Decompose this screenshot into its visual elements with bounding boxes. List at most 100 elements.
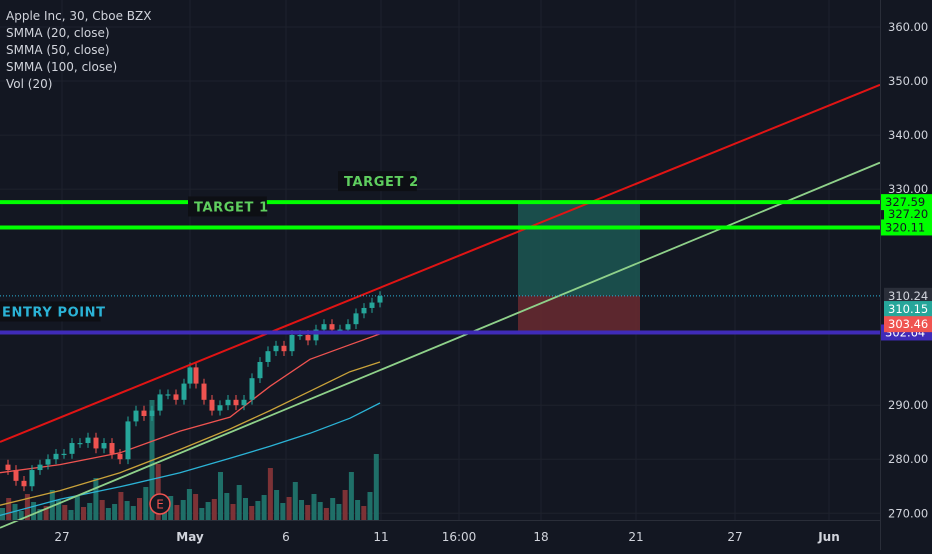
- candle-body: [337, 329, 343, 331]
- volume-bar: [37, 509, 43, 520]
- smma-line-0: [0, 333, 381, 474]
- x-tick-label: 6: [282, 530, 290, 544]
- volume-bar: [93, 478, 99, 520]
- candle-body: [281, 345, 287, 352]
- volume-bar: [361, 506, 367, 520]
- candle-body: [249, 378, 255, 400]
- volume-bar: [56, 500, 62, 520]
- target-1-axis-label: 320.11: [885, 220, 925, 234]
- y-tick-label: 280.00: [888, 452, 928, 466]
- volume-bar: [155, 464, 161, 520]
- volume-bar: [143, 487, 149, 520]
- volume-bar: [311, 494, 317, 520]
- candle-body: [345, 324, 351, 330]
- volume-bar: [118, 492, 124, 520]
- volume-bar: [267, 468, 273, 520]
- volume-bar: [305, 505, 311, 520]
- candle-body: [53, 453, 59, 460]
- target-1-axis-badge: [880, 219, 932, 236]
- candle-body: [77, 443, 83, 445]
- volume-bar: [180, 500, 186, 520]
- y-tick-label: 270.00: [888, 506, 928, 520]
- candle-body: [101, 443, 107, 449]
- earnings-marker-label: E: [156, 498, 164, 512]
- price-badge-label-327-20: 327.20: [888, 207, 928, 221]
- volume-bar: [317, 502, 323, 520]
- candle-body: [241, 399, 247, 406]
- candle-body: [157, 394, 163, 411]
- candle-body: [361, 307, 367, 314]
- target-2-axis-badge: [880, 194, 932, 211]
- candle-body: [181, 383, 187, 400]
- candle-body: [61, 453, 67, 456]
- candle-body: [133, 410, 139, 422]
- candle-body: [85, 437, 91, 444]
- volume-bar: [87, 503, 93, 520]
- candle-body: [289, 334, 295, 352]
- candle-body: [37, 464, 43, 471]
- volume-bar: [62, 505, 68, 520]
- candle-body: [353, 313, 359, 325]
- x-tick-label: Jun: [817, 530, 840, 544]
- price-badge-310-24: [884, 287, 932, 304]
- volume-bar: [81, 507, 86, 520]
- price-badge-303-46: [884, 316, 932, 333]
- candle-body: [69, 443, 75, 454]
- volume-bar: [31, 502, 37, 520]
- channel-lower-line: [0, 161, 881, 529]
- price-badge-label-310-15: 310.15: [888, 302, 928, 316]
- volume-bar: [274, 490, 280, 520]
- candle-body: [377, 296, 383, 303]
- smma-line-1: [0, 361, 381, 506]
- volume-bar: [230, 504, 236, 520]
- x-tick-label: May: [176, 530, 204, 544]
- legend-smma-50: SMMA (50, close): [6, 43, 110, 57]
- candle-body: [29, 470, 35, 487]
- volume-bar: [68, 510, 74, 520]
- x-tick-label: 27: [727, 530, 742, 544]
- profit-zone: [518, 202, 640, 296]
- volume-bar: [292, 482, 298, 520]
- candle-body: [141, 410, 147, 417]
- legend-volume: Vol (20): [6, 77, 53, 91]
- candle-body: [21, 480, 27, 487]
- candle-body: [305, 334, 311, 341]
- volume-bar: [105, 508, 111, 520]
- legend-symbol: Apple Inc, 30, Cboe BZX: [6, 9, 152, 23]
- volume-bar: [199, 508, 205, 520]
- volume-bar: [367, 492, 373, 520]
- candle-body: [217, 405, 223, 411]
- candle-body: [209, 399, 215, 411]
- volume-bar: [18, 511, 24, 520]
- entry-point-label-bg: [0, 301, 101, 322]
- candle-body: [329, 324, 335, 330]
- volume-bar: [373, 454, 379, 520]
- volume-bar: [286, 497, 292, 520]
- volume-bar: [130, 506, 136, 520]
- price-badge-310-15: [884, 301, 932, 318]
- candle-body: [313, 329, 319, 341]
- volume-bar: [218, 472, 223, 520]
- candle-body: [193, 367, 199, 384]
- volume-bar: [323, 508, 329, 520]
- volume-bar: [205, 502, 211, 520]
- volume-bar: [24, 494, 30, 520]
- volume-bar: [255, 501, 261, 520]
- x-tick-label: 27: [54, 530, 69, 544]
- volume-bar: [348, 472, 354, 520]
- volume-bar: [193, 494, 199, 520]
- volume-bar: [261, 495, 267, 520]
- candle-body: [187, 367, 193, 384]
- x-tick-label: 18: [533, 530, 548, 544]
- volume-bar: [330, 498, 336, 520]
- price-badge-327-20: [884, 206, 932, 223]
- volume-bar: [74, 496, 80, 520]
- x-tick-label: 16:00: [442, 530, 477, 544]
- earnings-marker: [149, 493, 171, 515]
- candle-body: [149, 410, 155, 417]
- candle-body: [321, 324, 327, 330]
- legend-smma-100: SMMA (100, close): [6, 60, 118, 74]
